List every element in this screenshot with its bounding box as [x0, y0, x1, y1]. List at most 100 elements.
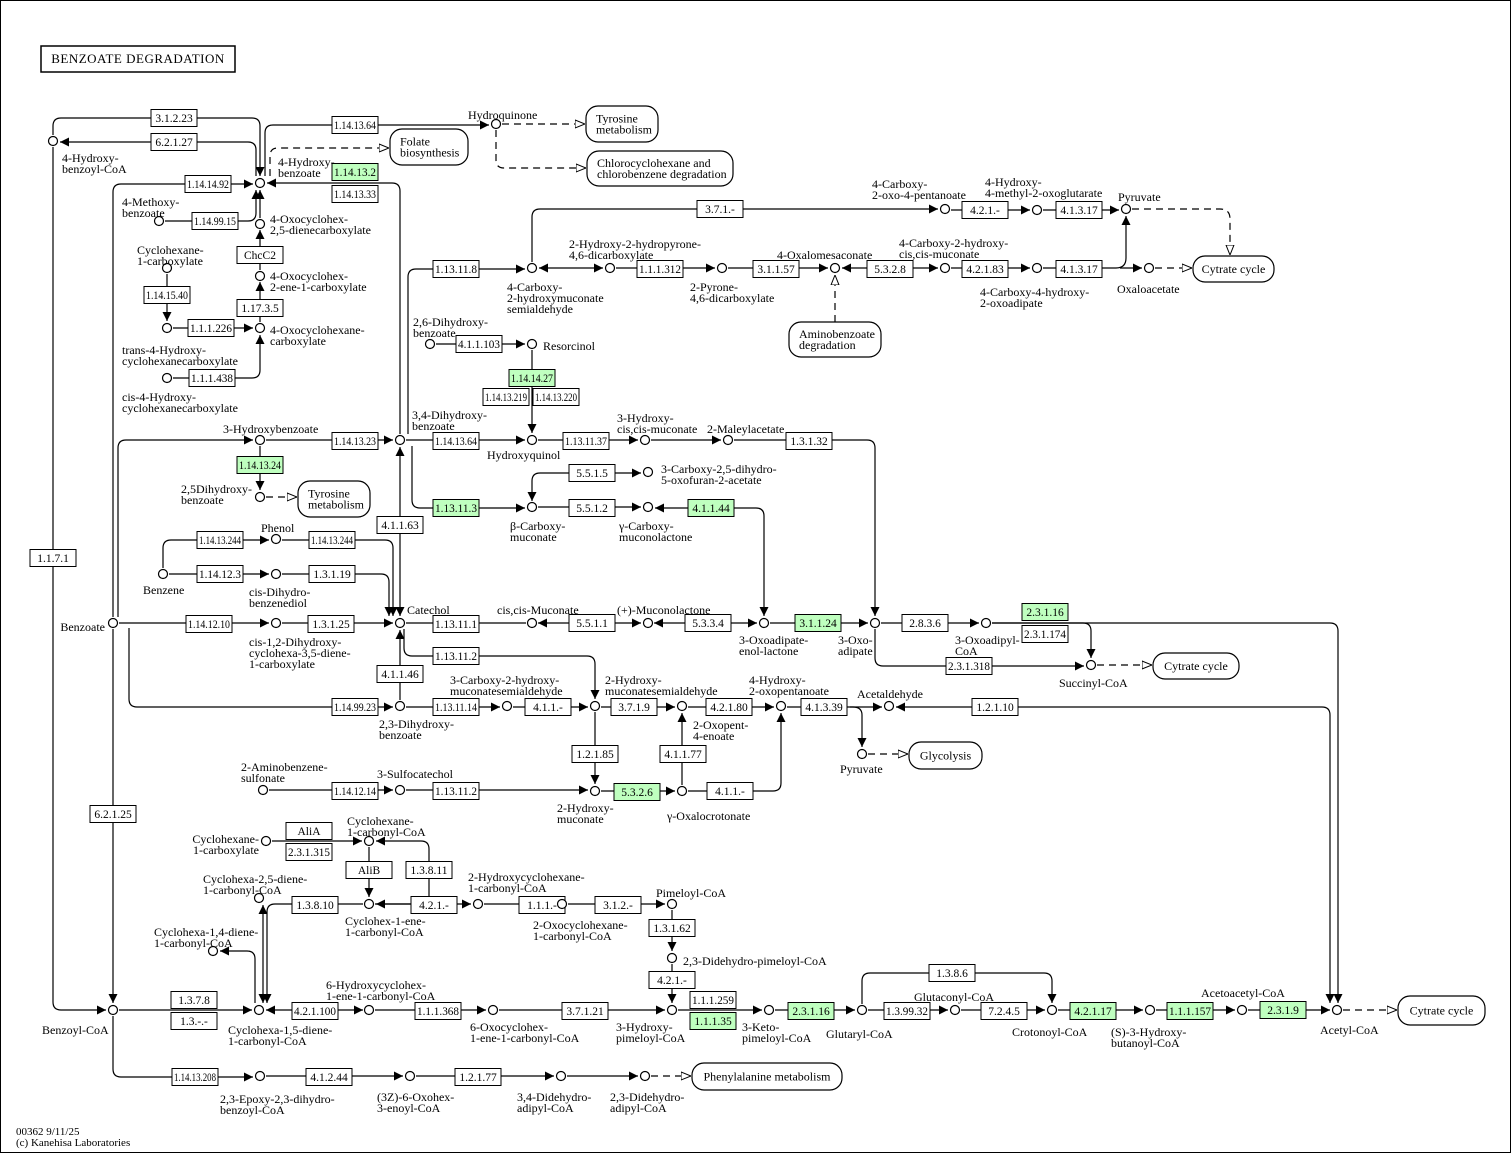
enzyme-box[interactable]: 4.2.1.- [961, 201, 1009, 219]
compound[interactable]: 2,3-Didehydro-pimeloyl-CoA [666, 952, 827, 969]
compound-node[interactable] [642, 466, 654, 478]
enzyme-box[interactable]: 3.1.2.- [594, 896, 642, 914]
compound-node[interactable] [153, 215, 165, 227]
compound[interactable]: 2,3-Didehydro-adipyl-CoA [610, 1070, 684, 1116]
compound[interactable]: Resorcinol [526, 338, 596, 353]
enzyme-box[interactable]: 1.14.12.3 [196, 565, 244, 583]
enzyme-box[interactable]: 4.2.1.100 [291, 1002, 339, 1020]
enzyme-box[interactable]: 5.3.2.8 [866, 260, 914, 278]
compound-node[interactable] [666, 1004, 678, 1016]
compound-node[interactable] [676, 785, 688, 797]
compound-node[interactable] [763, 1004, 775, 1016]
compound[interactable]: Phenol [261, 521, 295, 545]
enzyme-box[interactable]: 1.14.99.15 [191, 212, 239, 230]
compound[interactable]: Crotonoyl-CoA [1012, 1004, 1088, 1040]
enzyme-box[interactable]: 1.3.8.10 [291, 896, 339, 914]
enzyme-box[interactable]: 6.2.1.27 [150, 133, 198, 151]
compound[interactable]: Benzoate [60, 617, 119, 635]
enzyme-box[interactable]: 1.14.14.92 [184, 175, 232, 193]
enzyme-box[interactable]: 4.1.3.39 [800, 698, 848, 716]
enzyme-box[interactable]: 1.2.1.77 [454, 1068, 502, 1086]
enzyme-box[interactable]: 5.5.1.1 [568, 614, 616, 632]
compound[interactable]: 4-Carboxy-4-hydroxy-2-oxoadipate [980, 262, 1089, 311]
compound-node[interactable] [642, 617, 654, 629]
enzyme-box[interactable]: 1.3.-.- [170, 1012, 218, 1030]
compound[interactable]: Cyclohex-1-ene-1-carbonyl-CoA [345, 898, 426, 940]
compound[interactable]: β-Carboxy-muconate [510, 501, 565, 545]
compound-node[interactable] [883, 700, 895, 712]
enzyme-box[interactable]: 2.3.1.9 [1259, 1001, 1307, 1019]
compound-node[interactable] [257, 784, 269, 796]
map-link[interactable]: Phenylalanine metabolism [691, 1062, 843, 1091]
enzyme-box[interactable]: AliA [285, 822, 333, 840]
enzyme-box[interactable]: 1.1.1.259 [689, 991, 737, 1009]
enzyme-box[interactable]: 1.1.1.35 [689, 1012, 737, 1030]
compound-node[interactable] [363, 1004, 375, 1016]
compound[interactable]: 4-Hydroxy-benzoate [254, 155, 335, 189]
compound-node[interactable] [270, 568, 282, 580]
compound-node[interactable] [254, 177, 266, 189]
enzyme-box[interactable]: 3.7.1.- [696, 200, 744, 218]
enzyme-box[interactable]: 1.14.13.2 [331, 163, 379, 181]
compound[interactable]: Cyclohexa-1,5-diene-1-carbonyl-CoA [228, 1004, 332, 1049]
compound-node[interactable] [666, 952, 678, 964]
enzyme-box[interactable]: 1.3.8.6 [928, 964, 976, 982]
enzyme-box[interactable]: AliB [345, 861, 393, 879]
compound-node[interactable] [207, 945, 219, 957]
compound-node[interactable] [161, 322, 173, 334]
map-link[interactable]: Cytrate cycle [1397, 995, 1486, 1026]
enzyme-box[interactable]: 1.1.1.438 [188, 369, 236, 387]
enzyme-box[interactable]: 1.14.13.64 [331, 116, 379, 134]
compound[interactable]: (+)-Muconolactone [617, 603, 710, 629]
compound[interactable]: Cyclohexa-1,4-diene-1-carbonyl-CoA [154, 925, 258, 957]
enzyme-box[interactable]: 1.3.99.32 [883, 1002, 931, 1020]
compound-node[interactable] [716, 262, 728, 274]
enzyme-box[interactable]: 1.13.11.37 [562, 432, 610, 450]
enzyme-box[interactable]: 4.1.1.- [706, 782, 754, 800]
enzyme-box[interactable]: 4.1.1.46 [376, 665, 424, 683]
compound[interactable]: 2,6-Dihydroxy-benzoate [413, 315, 488, 350]
compound-node[interactable] [487, 1004, 499, 1016]
compound[interactable]: Oxaloacetate [1117, 262, 1180, 297]
compound-node[interactable] [363, 835, 375, 847]
compound[interactable]: 3-Hydroxy-cis,cis-muconate [617, 411, 697, 446]
compound[interactable]: Pyruvate [840, 748, 883, 777]
compound[interactable]: Glutaryl-CoA [826, 1004, 893, 1042]
enzyme-box[interactable]: 1.14.13.244 [308, 531, 356, 549]
enzyme-box[interactable]: 1.3.1.62 [648, 919, 696, 937]
enzyme-box[interactable]: 1.1.1.- [518, 896, 566, 914]
compound[interactable]: 2-Hydroxy-muconate [557, 785, 614, 827]
enzyme-box[interactable]: 1.13.11.2 [432, 647, 480, 665]
compound-node[interactable] [526, 338, 538, 350]
compound-node[interactable] [526, 434, 538, 446]
compound[interactable]: 4-Hydroxy-benzoyl-CoA [47, 135, 127, 177]
compound[interactable]: cis-1,2-Dihydroxy-cyclohexa-3,5-diene-1-… [249, 617, 351, 672]
compound-node[interactable] [254, 1070, 266, 1082]
compound-node[interactable] [722, 434, 734, 446]
compound[interactable]: Succinyl-CoA [1059, 659, 1128, 691]
enzyme-box[interactable]: 3.1.2.23 [150, 109, 198, 127]
enzyme-box[interactable]: 1.1.1.157 [1166, 1002, 1214, 1020]
enzyme-box[interactable]: 1.14.12.10 [185, 615, 233, 633]
enzyme-box[interactable]: 5.3.3.4 [684, 614, 732, 632]
enzyme-box[interactable]: 5.3.2.6 [613, 783, 661, 801]
compound-node[interactable] [404, 1070, 416, 1082]
enzyme-box[interactable]: 4.2.1.80 [705, 698, 753, 716]
enzyme-box[interactable]: 1.1.1.312 [636, 260, 684, 278]
compound-node[interactable] [254, 218, 266, 230]
enzyme-box[interactable]: 3.7.1.21 [561, 1002, 609, 1020]
compound-node[interactable] [253, 892, 265, 904]
compound[interactable]: trans-4-Hydroxy-cyclohexanecarboxylate [122, 322, 238, 369]
compound[interactable]: 4-Methoxy-benzoate [122, 195, 179, 227]
compound-node[interactable] [1236, 1004, 1248, 1016]
compound[interactable]: cis-Dihydro-benzenediol [249, 568, 310, 611]
compound-node[interactable] [526, 617, 538, 629]
compound-node[interactable] [254, 322, 266, 334]
compound-node[interactable] [829, 262, 841, 274]
compound-node[interactable] [363, 898, 375, 910]
compound-node[interactable] [1120, 203, 1132, 215]
map-link[interactable]: Glycolysis [908, 741, 983, 770]
compound-node[interactable] [270, 617, 282, 629]
compound-node[interactable] [1085, 659, 1097, 671]
